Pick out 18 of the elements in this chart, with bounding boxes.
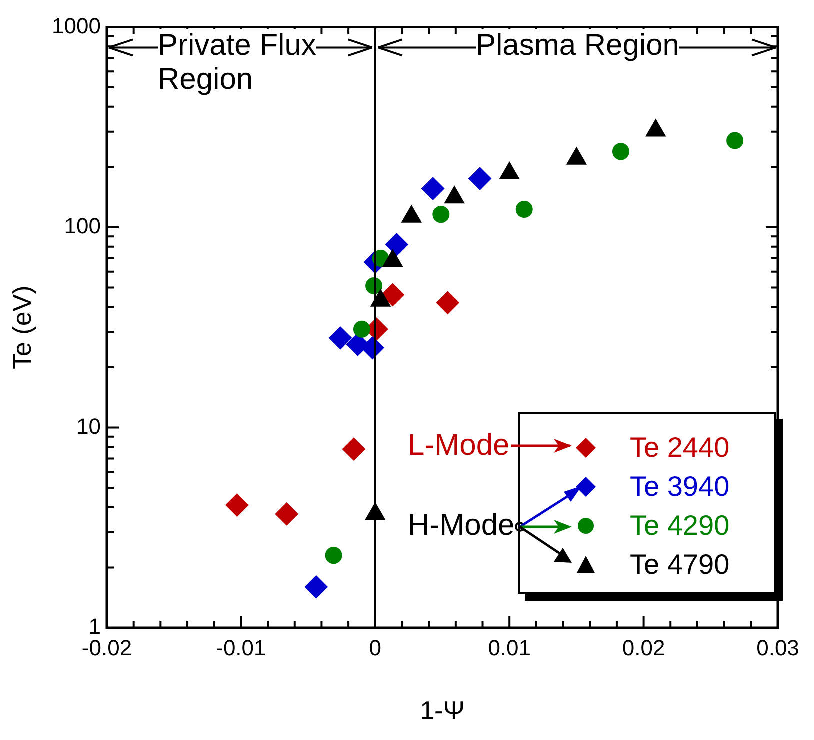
y-tick-label: 100: [64, 214, 101, 239]
x-axis-title: 1-Ψ: [420, 696, 465, 726]
legend-label: Te 3940: [630, 470, 730, 502]
annotation: H-Mode: [408, 509, 515, 542]
y-axis-title: Te (eV): [6, 286, 37, 370]
annotation: Plasma Region: [476, 29, 680, 62]
annotation: Private Flux Region: [158, 29, 316, 96]
y-tick-label: 10: [76, 414, 101, 439]
x-tick-label: 0.01: [488, 635, 532, 660]
x-tick-label: 0.03: [756, 635, 800, 660]
legend-label: Te 4290: [630, 510, 730, 542]
y-tick-label: 1000: [52, 13, 101, 38]
annotation: L-Mode: [408, 429, 510, 462]
x-tick-label: 0.02: [622, 635, 666, 660]
legend-label: Te 2440: [630, 432, 730, 464]
x-tick-label: 0: [369, 635, 382, 660]
x-tick-label: -0.01: [216, 635, 266, 660]
legend-label: Te 4790: [630, 548, 730, 580]
